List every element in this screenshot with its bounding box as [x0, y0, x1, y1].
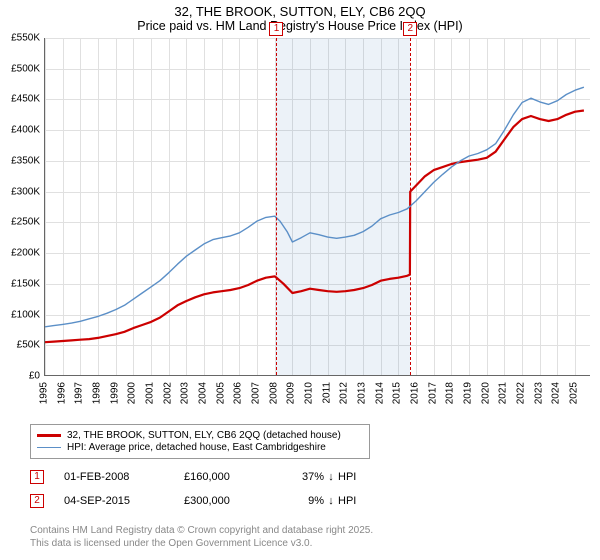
footer-copyright: Contains HM Land Registry data © Crown c…	[30, 524, 373, 537]
x-tick-label: 2019	[463, 382, 474, 404]
x-tick-label: 2022	[516, 382, 527, 404]
x-tick-label: 1996	[56, 382, 67, 404]
line-series-svg	[45, 38, 591, 376]
sale-marker-1: 1	[30, 470, 44, 484]
sale-pct: 37%	[284, 471, 324, 483]
down-arrow-icon: ↓	[324, 471, 338, 483]
x-tick-label: 2024	[551, 382, 562, 404]
legend-label: 32, THE BROOK, SUTTON, ELY, CB6 2QQ (det…	[67, 430, 341, 441]
sale-price: £160,000	[184, 471, 284, 483]
x-tick-label: 2008	[268, 382, 279, 404]
x-tick-label: 2003	[180, 382, 191, 404]
sale-price: £300,000	[184, 495, 284, 507]
x-tick-label: 2021	[498, 382, 509, 404]
y-tick-label: £300K	[11, 186, 40, 197]
address-title: 32, THE BROOK, SUTTON, ELY, CB6 2QQ	[0, 4, 600, 19]
x-tick-label: 2023	[533, 382, 544, 404]
y-tick-label: £450K	[11, 94, 40, 105]
x-tick-label: 2002	[162, 382, 173, 404]
legend-swatch	[37, 447, 61, 448]
down-arrow-icon: ↓	[324, 495, 338, 507]
x-tick-label: 2006	[233, 382, 244, 404]
x-tick-label: 2000	[127, 382, 138, 404]
x-tick-label: 2017	[427, 382, 438, 404]
sale-pct: 9%	[284, 495, 324, 507]
sale-vs: HPI	[338, 471, 356, 483]
x-tick-label: 1998	[92, 382, 103, 404]
plot-area: 12	[44, 38, 590, 376]
x-tick-label: 2020	[480, 382, 491, 404]
x-tick-label: 2009	[286, 382, 297, 404]
x-tick-label: 2025	[569, 382, 580, 404]
x-tick-label: 2013	[357, 382, 368, 404]
title-block: 32, THE BROOK, SUTTON, ELY, CB6 2QQ Pric…	[0, 0, 600, 33]
chart-container: 32, THE BROOK, SUTTON, ELY, CB6 2QQ Pric…	[0, 0, 600, 560]
y-tick-label: £400K	[11, 125, 40, 136]
x-tick-label: 2015	[392, 382, 403, 404]
sale-row-1: 1 01-FEB-2008 £160,000 37% ↓ HPI	[30, 470, 356, 484]
y-tick-label: £250K	[11, 217, 40, 228]
subtitle: Price paid vs. HM Land Registry's House …	[0, 19, 600, 33]
legend-swatch	[37, 434, 61, 436]
x-tick-label: 2001	[145, 382, 156, 404]
series-hpi	[45, 87, 584, 327]
y-tick-label: £150K	[11, 278, 40, 289]
chart-area: £0 £50K £100K £150K £200K £250K £300K £350K £400…	[0, 38, 600, 418]
marker-line	[410, 38, 411, 375]
y-axis: £0£50K£100K£150K£200K£250K£300K£350K£400…	[0, 38, 44, 376]
series-price_paid	[45, 111, 584, 343]
footer-license: This data is licensed under the Open Gov…	[30, 537, 373, 550]
x-tick-label: 2012	[339, 382, 350, 404]
x-tick-label: 2005	[215, 382, 226, 404]
legend-label: HPI: Average price, detached house, East…	[67, 442, 326, 453]
x-tick-label: 2014	[374, 382, 385, 404]
y-tick-label: £50K	[17, 340, 40, 351]
sale-row-2: 2 04-SEP-2015 £300,000 9% ↓ HPI	[30, 494, 356, 508]
x-tick-label: 2010	[304, 382, 315, 404]
sale-date: 04-SEP-2015	[64, 495, 184, 507]
marker-box: 2	[403, 22, 417, 36]
marker-box: 1	[269, 22, 283, 36]
x-tick-label: 2004	[198, 382, 209, 404]
sale-vs: HPI	[338, 495, 356, 507]
legend: 32, THE BROOK, SUTTON, ELY, CB6 2QQ (det…	[30, 424, 370, 459]
x-axis: 1995199619971998199920002001200220032004…	[44, 376, 590, 418]
legend-row: HPI: Average price, detached house, East…	[37, 442, 363, 453]
x-tick-label: 1995	[39, 382, 50, 404]
y-tick-label: £350K	[11, 155, 40, 166]
marker-line	[276, 38, 277, 375]
y-tick-label: £0	[29, 371, 40, 382]
legend-row: 32, THE BROOK, SUTTON, ELY, CB6 2QQ (det…	[37, 430, 363, 441]
x-tick-label: 1999	[109, 382, 120, 404]
y-tick-label: £200K	[11, 248, 40, 259]
x-tick-label: 2011	[321, 382, 332, 404]
sale-date: 01-FEB-2008	[64, 471, 184, 483]
x-tick-label: 1997	[74, 382, 85, 404]
sale-marker-2: 2	[30, 494, 44, 508]
y-tick-label: £550K	[11, 33, 40, 44]
y-tick-label: £500K	[11, 63, 40, 74]
footer: Contains HM Land Registry data © Crown c…	[30, 524, 373, 550]
y-tick-label: £100K	[11, 309, 40, 320]
x-tick-label: 2016	[410, 382, 421, 404]
x-tick-label: 2018	[445, 382, 456, 404]
x-tick-label: 2007	[251, 382, 262, 404]
